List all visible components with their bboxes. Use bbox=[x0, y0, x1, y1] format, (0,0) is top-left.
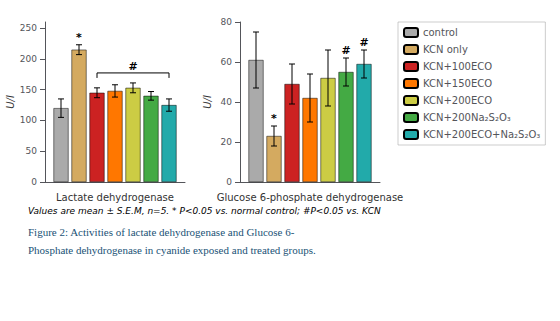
svg-text:60: 60 bbox=[221, 57, 233, 67]
svg-text:0: 0 bbox=[31, 177, 37, 187]
svg-text:150: 150 bbox=[20, 85, 37, 95]
svg-text:0: 0 bbox=[226, 177, 232, 187]
svg-text:U/l: U/l bbox=[5, 95, 16, 109]
svg-text:250: 250 bbox=[20, 23, 37, 33]
svg-text:control: control bbox=[423, 27, 458, 38]
svg-text:Phosphate dehydrogenase in cya: Phosphate dehydrogenase in cyanide expos… bbox=[28, 244, 316, 256]
svg-text:20: 20 bbox=[221, 137, 233, 147]
svg-text:#: # bbox=[359, 36, 368, 49]
svg-text:80: 80 bbox=[221, 17, 233, 27]
svg-text:KCN+150ECO: KCN+150ECO bbox=[423, 78, 492, 89]
svg-text:50: 50 bbox=[26, 146, 38, 156]
svg-text:U/l: U/l bbox=[202, 95, 213, 109]
svg-text:#: # bbox=[128, 60, 137, 73]
svg-text:100: 100 bbox=[20, 115, 37, 125]
svg-text:KCN+200Na₂S₂O₃: KCN+200Na₂S₂O₃ bbox=[423, 112, 511, 123]
svg-text:KCN+200ECO: KCN+200ECO bbox=[423, 95, 492, 106]
svg-text:Glucose 6-phosphate dehydrogen: Glucose 6-phosphate dehydrogenase bbox=[217, 192, 404, 203]
svg-text:*: * bbox=[271, 112, 277, 125]
svg-text:KCN+200ECO+Na₂S₂O₃: KCN+200ECO+Na₂S₂O₃ bbox=[423, 129, 540, 140]
svg-text:Lactate dehydrogenase: Lactate dehydrogenase bbox=[56, 192, 174, 203]
svg-text:200: 200 bbox=[20, 54, 37, 64]
svg-text:#: # bbox=[341, 44, 350, 57]
svg-text:Figure 2: Activities of lactat: Figure 2: Activities of lactate dehydrog… bbox=[28, 226, 295, 238]
svg-text:Values are mean ± S.E.M, n=5.: Values are mean ± S.E.M, n=5. * P<0.05 v… bbox=[28, 206, 381, 216]
svg-text:40: 40 bbox=[221, 97, 233, 107]
svg-text:*: * bbox=[76, 31, 82, 44]
svg-text:KCN+100ECO: KCN+100ECO bbox=[423, 61, 492, 72]
svg-text:KCN only: KCN only bbox=[423, 44, 468, 55]
